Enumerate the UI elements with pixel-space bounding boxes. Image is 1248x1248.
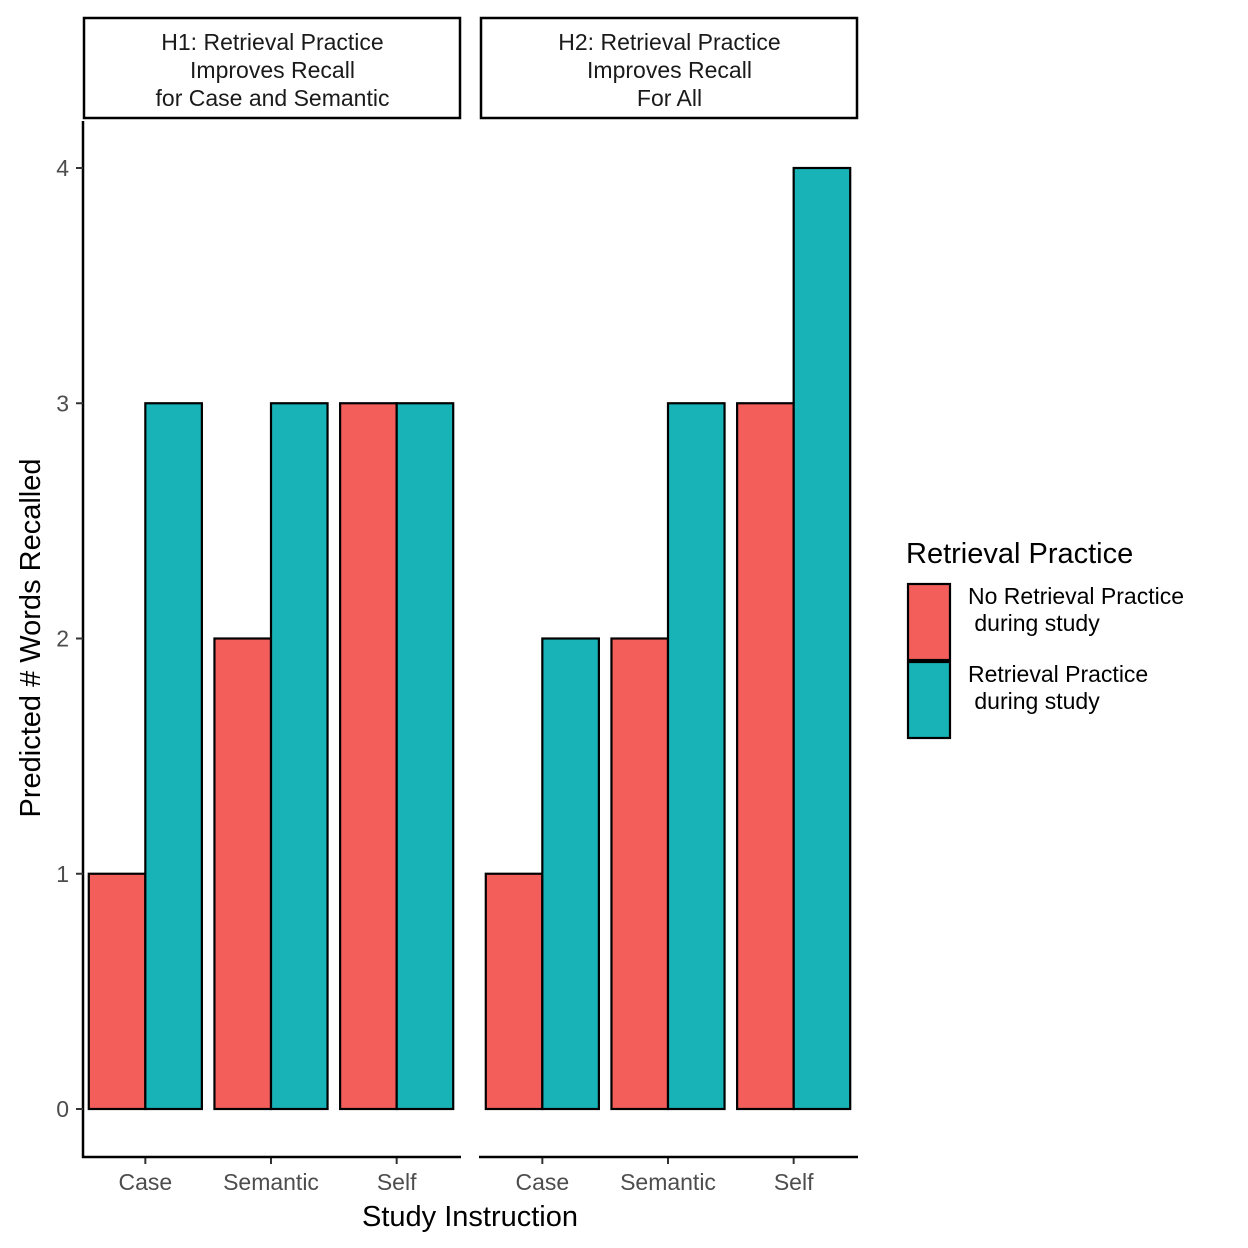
bar-self-no-retrieval	[736, 402, 795, 1111]
y-axis: 0 1 2 3 4	[56, 121, 85, 1158]
legend-title: Retrieval Practice	[906, 538, 1133, 570]
x-tick-label: Semantic	[620, 1169, 716, 1195]
legend-entries: No Retrieval Practice during studyRetrie…	[906, 582, 1184, 740]
bar-self-no-retrieval	[339, 402, 398, 1111]
x-tick-label: Self	[774, 1169, 814, 1195]
legend-label: No Retrieval Practice	[968, 583, 1184, 609]
y-tick-label: 4	[56, 155, 69, 181]
x-tick-label: Semantic	[223, 1169, 319, 1195]
bar-case-no-retrieval	[484, 872, 544, 1111]
facet-strip	[82, 16, 462, 120]
y-tick-label: 1	[56, 861, 69, 887]
bar-self-retrieval	[792, 166, 852, 1111]
bar-case-no-retrieval	[87, 872, 147, 1111]
bar-semantic-no-retrieval	[610, 637, 670, 1111]
facet-strip-label: H1: Retrieval Practice	[161, 29, 383, 55]
legend-label: Retrieval Practice	[968, 661, 1148, 687]
bar-semantic-no-retrieval	[213, 637, 273, 1111]
x-tick-label: Self	[377, 1169, 417, 1195]
legend: Retrieval Practice No Retrieval Practice…	[906, 538, 1184, 740]
facet-strip-label: Improves Recall	[587, 57, 752, 83]
bar-case-retrieval	[144, 402, 203, 1111]
legend-key-2	[906, 660, 952, 740]
y-tick-label: 3	[56, 390, 69, 416]
legend-label: during study	[968, 688, 1100, 714]
facet-strip-label: H2: Retrieval Practice	[558, 29, 780, 55]
facet-strip-label: Improves Recall	[190, 57, 355, 83]
bar-case-retrieval	[541, 637, 600, 1111]
legend-key-1	[906, 582, 952, 662]
y-axis-title: Predicted # Words Recalled	[15, 459, 47, 818]
x-axis-title: Study Instruction	[362, 1201, 578, 1233]
bar-semantic-retrieval	[269, 402, 329, 1111]
facet-strip	[479, 16, 859, 120]
bar-semantic-retrieval	[666, 402, 726, 1111]
facet-strip-label: for Case and Semantic	[156, 85, 390, 111]
bar-self-retrieval	[395, 402, 455, 1111]
x-tick-label: Case	[515, 1169, 569, 1195]
y-tick-label: 2	[56, 626, 69, 652]
y-tick-label: 0	[56, 1096, 69, 1122]
legend-label: during study	[968, 610, 1100, 636]
x-tick-label: Case	[118, 1169, 172, 1195]
facet-strip-label: For All	[637, 85, 702, 111]
